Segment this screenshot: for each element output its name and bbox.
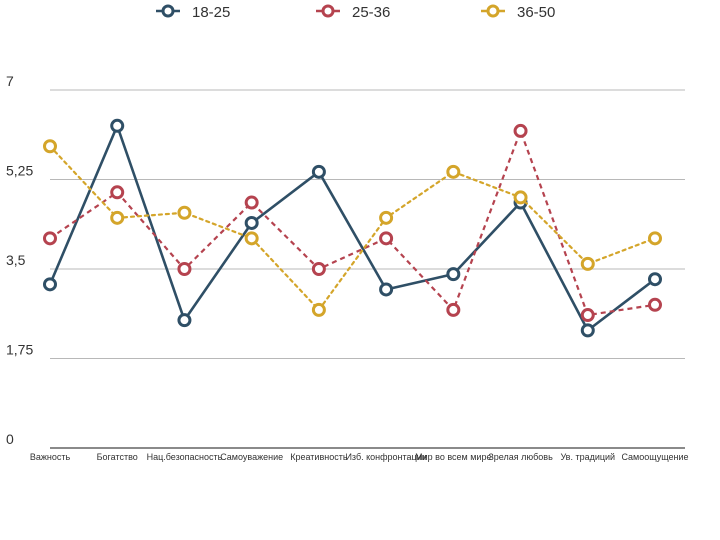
x-axis-ticks: Важность Богатство Нац.безопасностьСамоува… <box>30 452 689 462</box>
data-point <box>110 185 125 200</box>
legend-label: 25-36 <box>352 4 390 21</box>
legend-label: 18-25 <box>192 4 230 21</box>
series-line <box>48 124 656 332</box>
data-point <box>177 205 192 220</box>
data-point <box>311 302 326 317</box>
data-point <box>244 231 259 246</box>
y-tick-label: 7 <box>6 73 14 89</box>
data-point <box>177 262 192 276</box>
data-point <box>379 210 394 225</box>
data-point <box>110 210 125 225</box>
data-point <box>110 118 125 133</box>
series-25-36 <box>43 123 662 323</box>
x-tick-label: Креативность <box>290 452 348 462</box>
grid <box>50 89 685 449</box>
series-line <box>48 145 657 312</box>
y-tick-label: 0 <box>6 431 14 447</box>
data-point <box>648 231 662 246</box>
x-tick-label: Ув. традиций <box>560 452 615 462</box>
x-tick-label: Изб. конфронтации <box>345 452 426 462</box>
legend-item: 36-50 <box>481 4 555 21</box>
data-point <box>311 262 326 276</box>
legend: 18-25 25-36 36-50 <box>156 4 555 21</box>
x-tick-label: Важность <box>30 452 71 462</box>
y-axis-ticks: 0 1,75 3,5 5,25 7 <box>6 73 33 447</box>
y-tick-label: 1,75 <box>6 342 33 358</box>
data-point <box>244 215 259 230</box>
y-tick-label: 5,25 <box>6 163 33 179</box>
x-tick-label: Самоуважение <box>220 452 283 462</box>
x-tick-label: Самоощущение <box>621 452 688 462</box>
series-36-50 <box>43 139 662 317</box>
data-point <box>513 190 528 205</box>
legend-item: 18-25 <box>156 4 230 21</box>
y-tick-label: 3,5 <box>6 252 26 268</box>
series-18-25 <box>43 118 662 338</box>
data-point <box>580 256 595 271</box>
data-point <box>379 231 394 246</box>
data-point <box>446 164 461 179</box>
data-point <box>580 308 595 323</box>
legend-item: 25-36 <box>316 4 390 21</box>
data-point <box>648 297 662 312</box>
data-point <box>43 277 57 292</box>
data-point <box>244 195 259 210</box>
x-tick-label: Мир во всем мире <box>415 452 491 462</box>
series-line <box>49 129 656 317</box>
data-point <box>446 302 461 317</box>
data-point <box>379 282 394 297</box>
legend-marker <box>161 4 175 18</box>
legend-marker <box>486 4 500 18</box>
x-tick-label: Нац.безопасность <box>147 452 223 462</box>
data-point <box>177 313 192 328</box>
legend-marker <box>321 4 335 18</box>
data-point <box>43 231 57 246</box>
data-point <box>446 267 461 282</box>
series-group <box>43 118 662 338</box>
data-point <box>580 323 595 338</box>
data-point <box>513 123 528 138</box>
x-tick-label: Богатство <box>97 452 138 462</box>
legend-label: 36-50 <box>517 4 555 21</box>
x-tick-label: Зрелая любовь <box>488 452 553 462</box>
data-point <box>43 139 57 154</box>
data-point <box>311 164 326 179</box>
data-point <box>648 272 662 287</box>
